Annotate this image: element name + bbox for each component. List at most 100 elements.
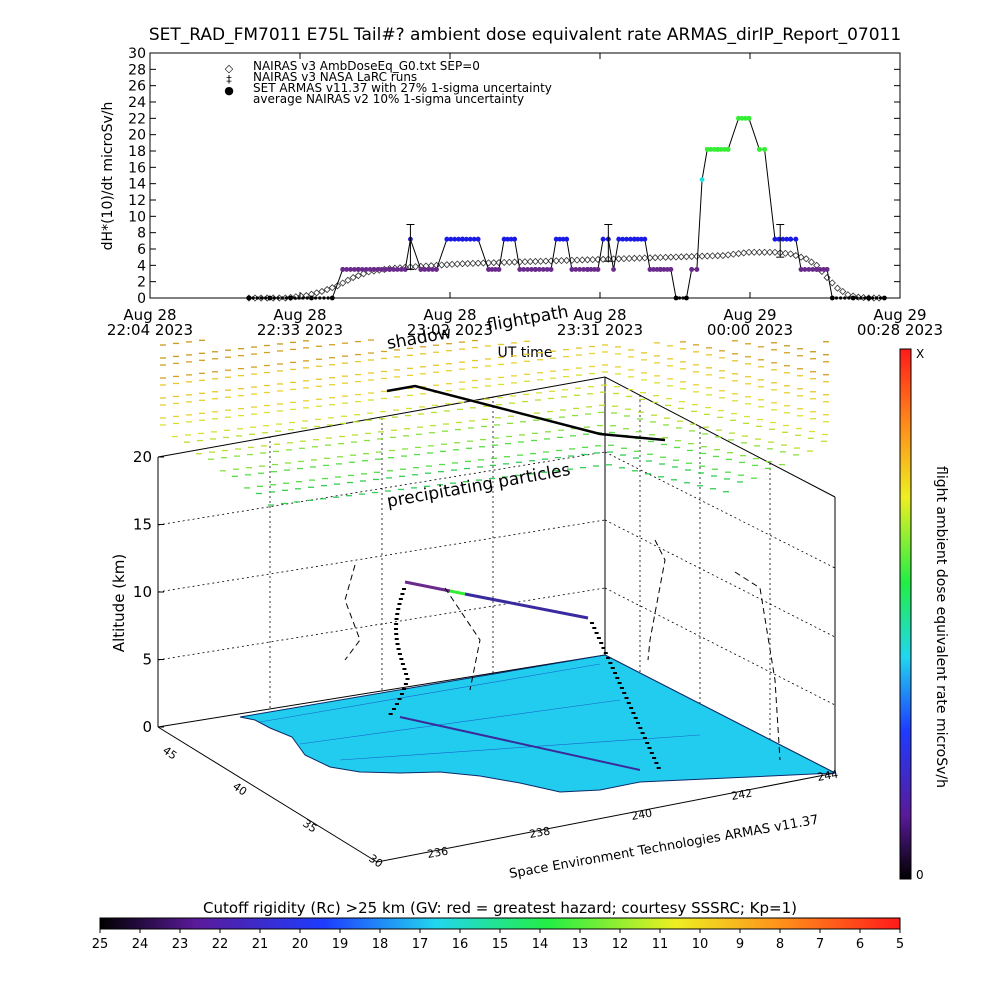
projection-dashed-mid	[444, 587, 481, 691]
rigidity-tick-label: 21	[252, 937, 269, 952]
nairas-point	[714, 252, 722, 260]
descent-dot	[599, 642, 604, 644]
descent-dot	[603, 652, 608, 654]
nairas-point	[511, 258, 519, 266]
x-tick-label-date: Aug 28	[273, 306, 326, 324]
armas-point	[359, 267, 365, 272]
nairas-point	[328, 284, 336, 292]
descent-dot	[615, 677, 620, 679]
armas-point	[736, 115, 741, 121]
armas-point	[704, 146, 710, 152]
armas-point	[322, 296, 326, 300]
armas-point	[448, 236, 454, 242]
rigidity-colorbar-title: Cutoff rigidity (Rc) >25 km (GV: red = g…	[203, 899, 797, 917]
armas-point	[536, 267, 542, 272]
descent-dot	[610, 667, 615, 669]
armas-point	[375, 267, 381, 272]
y-tick-label: 16	[128, 160, 146, 176]
nairas-point	[323, 285, 331, 294]
z-tick-label: 20	[133, 448, 152, 466]
legend-label: NAIRAS v3 NASA LaRC runs	[253, 70, 417, 84]
armas-point	[402, 267, 408, 272]
3d-flight-scene: shadow flightpath precipitating particle…	[110, 302, 839, 882]
armas-point	[681, 296, 685, 300]
z-tick-label: 5	[142, 651, 152, 669]
y-tick-label: 26	[128, 79, 146, 95]
projection-dashed-right	[647, 539, 666, 661]
x-tick-label-date: Aug 29	[723, 306, 776, 324]
armas-point	[746, 115, 752, 121]
nairas-point	[615, 255, 623, 263]
nairas-point	[625, 254, 633, 263]
nairas-point	[333, 282, 342, 290]
rigidity-tick-label: 8	[776, 937, 784, 952]
armas-point	[553, 236, 559, 242]
armas-point	[647, 267, 653, 272]
rigidity-tick-label: 22	[212, 937, 229, 952]
rigidity-tick-label: 23	[172, 937, 189, 952]
armas-point	[592, 267, 597, 272]
legend-label: SET ARMAS v11.37 with 27% 1-sigma uncert…	[253, 81, 552, 95]
armas-point	[387, 267, 392, 272]
armas-point	[839, 296, 843, 300]
y-tick-label: 20	[128, 128, 146, 144]
armas-point	[418, 267, 424, 272]
armas-point	[505, 236, 511, 242]
nairas-point	[620, 255, 628, 263]
descent-dot	[594, 632, 599, 634]
armas-point	[725, 146, 731, 152]
armas-point	[464, 236, 469, 242]
nairas-point	[755, 248, 763, 256]
armas-point	[585, 267, 590, 272]
armas-point	[371, 267, 377, 272]
armas-point	[600, 236, 606, 242]
armas-point	[276, 296, 280, 300]
rigidity-tick-label: 14	[532, 937, 549, 952]
altitude-axis-label: Altitude (km)	[110, 554, 128, 652]
armas-point	[309, 295, 314, 301]
x-tick-label-time: 23:31 2023	[557, 321, 643, 339]
dose-colorbar-gradient	[899, 348, 912, 880]
armas-point	[259, 296, 264, 300]
rigidity-contours	[259, 663, 701, 761]
nairas-point	[766, 248, 774, 256]
descent-dot	[629, 707, 634, 709]
z-tick-label: 10	[133, 583, 152, 601]
nairas-point	[453, 260, 461, 268]
armas-point	[293, 296, 297, 300]
armas-point	[658, 267, 663, 272]
y-tick-label: 14	[128, 177, 146, 193]
climb-dot	[394, 638, 399, 640]
nairas-point	[854, 293, 862, 301]
rigidity-tick-label: 17	[412, 937, 429, 952]
nairas-point	[339, 279, 347, 287]
legend-marker: ◇	[225, 62, 234, 75]
nairas-point	[474, 259, 482, 267]
armas-point	[444, 236, 450, 242]
armas-point	[847, 296, 851, 300]
armas-point	[493, 267, 498, 272]
armas-point	[668, 267, 674, 272]
rigidity-tick-label: 16	[452, 937, 469, 952]
y-tick-label: 6	[137, 242, 146, 258]
armas-point	[560, 236, 566, 242]
descent-dot	[613, 672, 617, 674]
armas-point	[288, 295, 294, 301]
lat-tick-label: 30	[366, 852, 385, 871]
armas-point	[843, 296, 847, 300]
nairas-point	[604, 255, 612, 263]
armas-point	[398, 267, 404, 272]
rigidity-tick-label: 6	[856, 937, 864, 952]
x-tick-label-time: 22:33 2023	[257, 321, 343, 339]
descent-dot	[638, 727, 643, 729]
nairas-point	[672, 253, 680, 261]
nairas-point	[542, 257, 550, 265]
descent-dot	[626, 702, 631, 704]
armas-point	[467, 236, 473, 242]
dose-rate-colorbar: X 0 flight ambient dose equivalent rate …	[899, 347, 949, 882]
nairas-point	[630, 254, 638, 262]
armas-point	[540, 267, 546, 272]
climb-dot	[395, 613, 400, 615]
armas-point	[564, 236, 570, 242]
rigidity-tick-label: 20	[292, 937, 309, 952]
